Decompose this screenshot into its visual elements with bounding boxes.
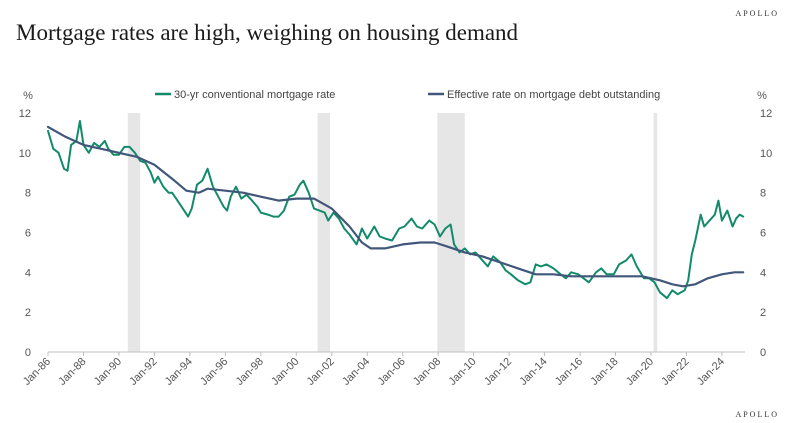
x-tick-label: Jan-92 <box>127 356 159 388</box>
x-tick-label: Jan-90 <box>92 356 124 388</box>
x-tick-label: Jan-18 <box>588 356 620 388</box>
y-tick-label-right: 8 <box>760 188 766 200</box>
chart-title: Mortgage rates are high, weighing on hou… <box>16 20 519 45</box>
y-tick-label-right: 10 <box>760 148 772 160</box>
y-tick-label-right: 4 <box>760 267 766 279</box>
recession-bands <box>127 113 658 352</box>
legend: 30-yr conventional mortgage rate Effectiv… <box>155 89 660 101</box>
y-tick-label-right: 12 <box>760 108 772 120</box>
x-tick-label: Jan-20 <box>624 356 656 388</box>
x-tick-label: Jan-10 <box>446 356 478 388</box>
y-unit-right: % <box>757 90 767 102</box>
x-tick-label: Jan-94 <box>163 356 195 388</box>
recession-band <box>653 113 658 352</box>
x-ticks: Jan-86 Jan-88 Jan-90 Jan-92 Jan-94 Jan-96 Jan-… <box>21 352 727 388</box>
x-tick-label: Jan-14 <box>517 356 549 388</box>
x-tick-label: Jan-22 <box>659 356 691 388</box>
recession-band <box>127 113 141 352</box>
y-tick-label-left: 4 <box>25 267 31 279</box>
x-tick-label: Jan-96 <box>198 356 230 388</box>
y-tick-label-right: 0 <box>760 347 766 359</box>
brand-logo-bottom: APOLLO <box>735 410 779 419</box>
series-line-effective-rate <box>46 125 745 288</box>
y-tick-label-right: 6 <box>760 228 766 240</box>
x-tick-label: Jan-24 <box>695 356 727 388</box>
y-tick-label-left: 0 <box>25 347 31 359</box>
series-lines <box>46 120 745 300</box>
brand-logo-top: APOLLO <box>735 9 779 18</box>
y-tick-label-left: 12 <box>19 108 31 120</box>
series-line-mortgage-rate <box>47 120 745 300</box>
x-tick-label: Jan-16 <box>553 356 585 388</box>
y-tick-label-left: 6 <box>25 228 31 240</box>
y-tick-label-left: 2 <box>25 307 31 319</box>
x-tick-label: Jan-08 <box>411 356 443 388</box>
x-tick-label: Jan-88 <box>56 356 88 388</box>
x-tick-label: Jan-98 <box>234 356 266 388</box>
y-tick-label-left: 10 <box>19 148 31 160</box>
y-tick-label-right: 2 <box>760 307 766 319</box>
legend-label: Effective rate on mortgage debt outstand… <box>447 89 660 101</box>
y-ticks-left: 0 2 4 6 8 10 12 <box>19 108 31 359</box>
y-unit-left: % <box>23 90 33 102</box>
y-ticks-right: 0 2 4 6 8 10 12 <box>760 108 772 359</box>
x-tick-label: Jan-00 <box>269 356 301 388</box>
x-tick-label: Jan-04 <box>340 356 372 388</box>
y-tick-label-left: 8 <box>25 188 31 200</box>
legend-label: 30-yr conventional mortgage rate <box>174 89 335 101</box>
x-tick-label: Jan-12 <box>482 356 514 388</box>
x-tick-label: Jan-02 <box>305 356 337 388</box>
x-tick-label: Jan-06 <box>376 356 408 388</box>
x-tick-label: Jan-86 <box>21 356 53 388</box>
recession-band <box>317 113 330 352</box>
